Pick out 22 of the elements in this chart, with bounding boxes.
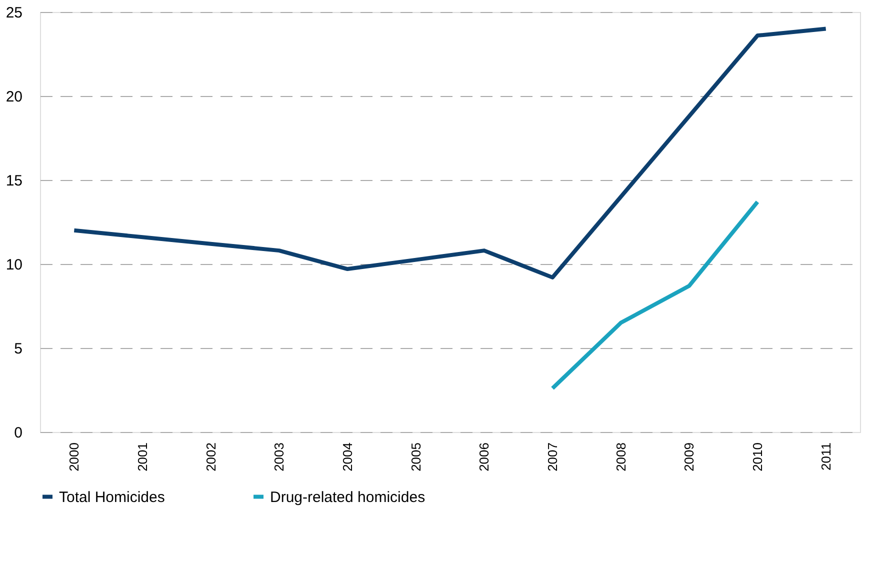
- x-tick-label: 2006: [476, 442, 492, 472]
- y-tick-label: 20: [6, 88, 22, 106]
- x-tick-label: 2009: [682, 442, 697, 472]
- x-tick-label: 2001: [135, 442, 150, 472]
- x-tick-label: 2004: [340, 442, 355, 472]
- line-series: [550, 200, 760, 390]
- x-tick-label: 2003: [272, 442, 287, 472]
- x-tick-label: 2000: [66, 442, 82, 472]
- y-tick-label: 15: [6, 172, 22, 190]
- legend-label: Total Homicides: [59, 488, 165, 506]
- y-tick-label: 0: [14, 424, 22, 442]
- y-tick-label: 5: [14, 340, 22, 358]
- x-tick-label: 2002: [203, 442, 218, 472]
- y-tick-label: 10: [6, 256, 22, 274]
- x-tick-label: 2005: [408, 442, 424, 472]
- x-tick-label: 2008: [613, 442, 628, 472]
- line-series: [72, 26, 828, 280]
- x-tick-label: 2007: [545, 442, 560, 472]
- x-tick-label: 2011: [818, 442, 834, 470]
- legend-label: Drug-related homicides: [270, 488, 426, 506]
- x-tick-label: 2010: [750, 442, 765, 472]
- y-tick-label: 25: [6, 4, 22, 22]
